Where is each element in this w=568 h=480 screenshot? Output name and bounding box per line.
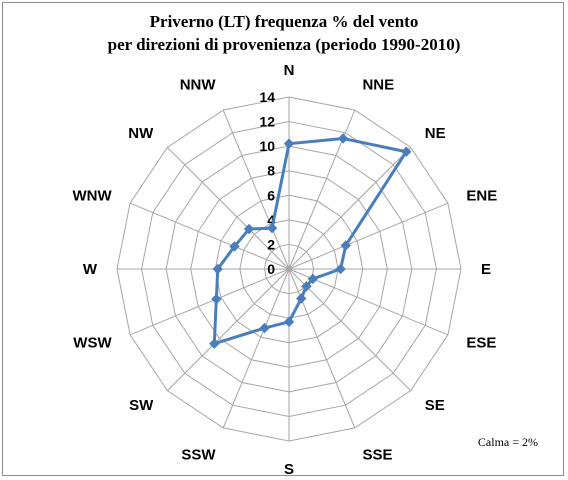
tick-label-6: 6 bbox=[267, 187, 275, 203]
direction-label-nne: NNE bbox=[362, 77, 394, 94]
data-point-sse bbox=[296, 293, 307, 304]
spoke-sse bbox=[288, 268, 356, 429]
data-point-se bbox=[301, 281, 312, 292]
calm-note: Calma = 2% bbox=[477, 435, 538, 449]
spoke-sw bbox=[167, 268, 290, 391]
direction-label-ssw: SSW bbox=[181, 446, 216, 463]
radial-axis-ticks: 0 2 4 6 8 10 12 14 bbox=[259, 89, 275, 277]
tick-label-0: 0 bbox=[267, 261, 275, 277]
spoke-nw bbox=[167, 147, 290, 270]
data-point-ene bbox=[340, 240, 351, 251]
data-point-ssw bbox=[259, 322, 270, 334]
direction-label-nnw: NNW bbox=[180, 77, 217, 94]
direction-label-e: E bbox=[481, 261, 491, 278]
direction-label-nw: NW bbox=[128, 125, 154, 142]
spoke-ne bbox=[288, 147, 411, 270]
spoke-wsw bbox=[129, 268, 290, 336]
direction-label-wsw: WSW bbox=[73, 334, 112, 351]
direction-label-ene: ENE bbox=[466, 188, 497, 205]
data-point-s bbox=[283, 316, 295, 328]
direction-label-w: W bbox=[83, 261, 98, 278]
spoke-nnw bbox=[222, 109, 290, 270]
tick-label-12: 12 bbox=[259, 114, 275, 130]
direction-label-ese: ESE bbox=[466, 334, 496, 351]
spoke-ene bbox=[288, 202, 449, 270]
data-point-nne bbox=[337, 133, 349, 144]
series-frequency bbox=[209, 133, 412, 349]
data-point-sw bbox=[209, 338, 220, 349]
chart-title: Priverno (LT) frequenza % del vento per … bbox=[0, 10, 568, 56]
tick-label-4: 4 bbox=[267, 212, 275, 228]
tick-label-10: 10 bbox=[259, 138, 275, 154]
tick-label-2: 2 bbox=[267, 236, 275, 252]
data-point-ese bbox=[307, 273, 319, 285]
data-point-w bbox=[212, 263, 223, 275]
data-point-ne bbox=[401, 146, 412, 157]
direction-label-se: SE bbox=[425, 397, 445, 414]
direction-label-sw: SW bbox=[129, 397, 154, 414]
tick-label-14: 14 bbox=[259, 89, 275, 105]
spoke-se bbox=[288, 268, 411, 391]
radar-grid bbox=[116, 96, 462, 442]
direction-label-n: N bbox=[284, 62, 295, 79]
chart-title-line-2: per direzioni di provenienza (periodo 19… bbox=[107, 35, 461, 54]
data-point-nw bbox=[243, 223, 255, 235]
direction-label-s: S bbox=[284, 461, 294, 478]
direction-label-sse: SSE bbox=[362, 446, 392, 463]
spoke-ssw bbox=[222, 268, 290, 429]
chart-title-line-1: Priverno (LT) frequenza % del vento bbox=[149, 12, 419, 31]
data-point-e bbox=[335, 263, 346, 275]
data-point-wnw bbox=[229, 241, 240, 252]
data-point-n bbox=[283, 138, 295, 149]
tick-label-8: 8 bbox=[267, 163, 275, 179]
spoke-wnw bbox=[129, 202, 290, 270]
data-point-wsw bbox=[211, 293, 222, 305]
chart-frame bbox=[2, 2, 564, 476]
direction-labels: N NNE NE ENE E ESE SE SSE S SSW SW WSW W WNW NW NNW bbox=[72, 62, 497, 478]
data-point-nnw bbox=[266, 222, 278, 234]
direction-label-ne: NE bbox=[425, 125, 446, 142]
direction-label-wnw: WNW bbox=[72, 188, 112, 205]
